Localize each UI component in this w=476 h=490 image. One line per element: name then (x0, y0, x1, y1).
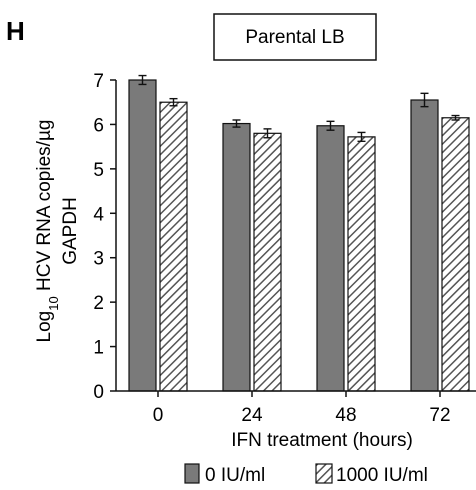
y-tick-label-2: 2 (93, 293, 104, 314)
title-box (213, 13, 377, 61)
chart-title: Parental LB (245, 27, 344, 48)
y-tick-label-1: 1 (93, 338, 104, 359)
bar-1-1 (253, 132, 282, 392)
legend-swatch-0 (184, 463, 200, 484)
legend-swatch-1 (315, 463, 333, 484)
y-tick-label-5: 5 (93, 160, 104, 181)
x-tick-label-3: 72 (429, 405, 450, 426)
y-tick-label-3: 3 (93, 249, 104, 270)
bar-0-2 (316, 125, 345, 392)
x-tick-label-1: 24 (241, 405, 263, 426)
y-axis-label-line2: GAPDH (60, 197, 81, 265)
x-axis-label: IFN treatment (hours) (231, 430, 413, 451)
y-tick-label-4: 4 (93, 204, 104, 225)
bar-1-0 (159, 101, 188, 392)
bar-1-3 (441, 117, 470, 392)
bar-0-3 (410, 99, 439, 392)
bar-0-1 (222, 122, 251, 392)
legend-label-0: 0 IU/ml (205, 465, 265, 486)
x-tick-label-0: 0 (153, 405, 164, 426)
legend: 0 IU/ml 1000 IU/ml (184, 463, 428, 486)
x-tick-label-2: 48 (335, 405, 356, 426)
legend-label-1: 1000 IU/ml (336, 465, 428, 486)
y-axis: 0 1 2 3 4 5 6 7 (93, 71, 116, 403)
y-tick-label-0: 0 (93, 382, 104, 403)
y-tick-label-7: 7 (93, 71, 104, 92)
y-axis-label: Log10 HCV RNA copies/µg (34, 120, 61, 343)
y-tick-label-6: 6 (93, 115, 104, 136)
bar-0-0 (128, 79, 157, 392)
x-axis: 0 24 48 72 (153, 391, 451, 426)
bar-1-2 (347, 136, 376, 392)
bars (128, 74, 470, 392)
panel-letter: H (6, 16, 25, 46)
